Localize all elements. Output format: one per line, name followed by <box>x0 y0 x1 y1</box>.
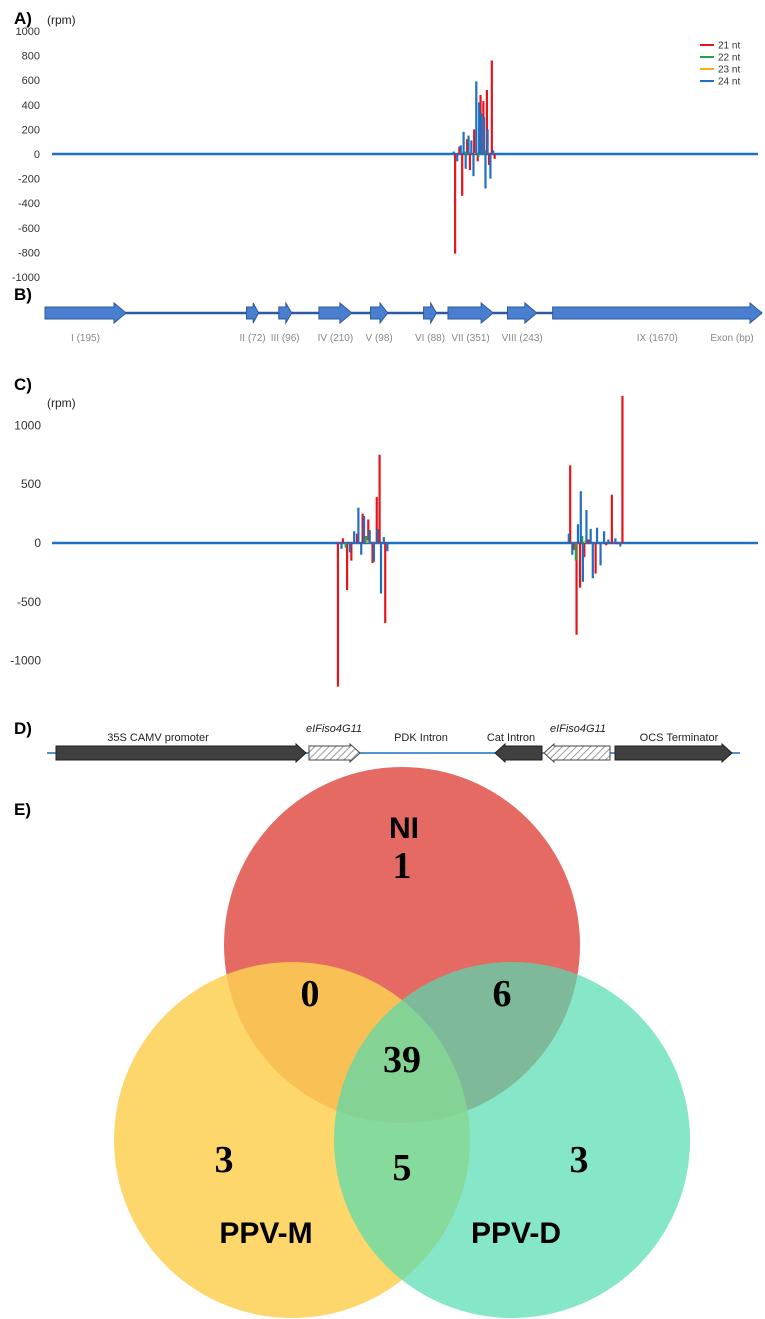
y-tick-label: 400 <box>22 100 40 112</box>
exon-label: I (195) <box>71 333 100 344</box>
construct-label-35s: 35S CAMV promoter <box>107 732 209 744</box>
exon-label: IV (210) <box>318 333 354 344</box>
venn-label-ppv-d: PPV-D <box>471 1217 561 1250</box>
venn-count-ppvd-only: 3 <box>570 1139 589 1181</box>
venn-count-ni-only: 1 <box>393 845 412 887</box>
exon-label: IX (1670) <box>637 333 678 344</box>
chart-a: 1000 800 600 400 200 0 -200 -400 -600 -800 -1000 21… <box>12 26 758 284</box>
exon-arrow <box>423 301 438 325</box>
venn-label-ppv-m: PPV-M <box>219 1217 312 1250</box>
venn-label-ni: NI <box>389 812 419 845</box>
y-tick-label: -800 <box>18 247 40 259</box>
legend-label: 21 nt <box>718 41 740 52</box>
y-tick-label: 200 <box>22 124 40 136</box>
y-tick-label: 800 <box>22 51 40 63</box>
exon-label: VIII (243) <box>502 333 543 344</box>
panel-c-ylabel: (rpm) <box>47 396 76 410</box>
y-tick-label: -1000 <box>12 272 40 284</box>
venn-count-ni-ppvd: 6 <box>493 973 512 1015</box>
construct-ocs-terminator-arrow <box>614 742 733 764</box>
panel-label-b: B) <box>14 285 32 304</box>
legend-label: 22 nt <box>718 53 740 64</box>
exon-arrow <box>370 301 389 325</box>
exon-map: I (195) II (72) III (96) IV (210) V (98) VI (… <box>44 301 763 344</box>
construct-label-pdk-intron: PDK Intron <box>394 732 448 744</box>
construct-eifiso4g11-sense-arrow <box>308 742 361 764</box>
exon-arrow <box>506 301 538 325</box>
construct-label-cat-intron: Cat Intron <box>487 732 535 744</box>
exon-arrow <box>245 302 260 324</box>
panel-label-a: A) <box>14 9 32 28</box>
y-tick-label: 0 <box>34 149 40 161</box>
y-tick-label: 1000 <box>14 418 41 432</box>
exon-label: III (96) <box>271 333 300 344</box>
y-tick-label: -1000 <box>10 654 41 668</box>
venn-circle-ppv-d <box>334 962 690 1318</box>
exon-arrow <box>278 301 293 325</box>
construct-label-ocs-terminator: OCS Terminator <box>640 732 719 744</box>
venn-count-ppvm-only: 3 <box>215 1139 234 1181</box>
chart-c: 1000 500 0 -500 -1000 <box>10 395 758 687</box>
venn-count-ni-ppvm: 0 <box>301 973 320 1015</box>
y-tick-label: 1000 <box>16 26 40 38</box>
construct-eifiso4g11-antisense-arrow <box>543 742 611 764</box>
y-tick-label: 600 <box>22 75 40 87</box>
construct-35s-promoter-arrow <box>55 742 307 764</box>
construct-label-eifiso4g11-antisense: eIFiso4G11 <box>550 723 606 735</box>
exon-arrow <box>552 301 763 325</box>
y-tick-label: 500 <box>21 477 41 491</box>
y-tick-label: 0 <box>34 536 41 550</box>
venn-diagram: NI PPV-M PPV-D 1 0 6 39 3 5 3 <box>114 767 690 1318</box>
panel-label-c: C) <box>14 375 32 394</box>
exon-label: V (98) <box>366 333 393 344</box>
y-tick-label: -200 <box>18 174 40 186</box>
venn-count-all-three: 39 <box>383 1039 421 1081</box>
exon-label: II (72) <box>240 333 266 344</box>
panel-label-e: E) <box>14 800 31 819</box>
construct-label-eifiso4g11-sense: eIFiso4G11 <box>306 723 362 735</box>
construct-cat-intron-arrow <box>494 742 543 764</box>
exon-arrow <box>447 301 494 325</box>
exon-arrow <box>318 301 353 325</box>
y-tick-label: -500 <box>17 595 41 609</box>
venn-count-ppvm-ppvd: 5 <box>393 1147 412 1189</box>
panel-a-ylabel: (rpm) <box>47 13 76 27</box>
legend-label: 23 nt <box>718 65 740 76</box>
panel-label-d: D) <box>14 719 32 738</box>
construct-map: 35S CAMV promoter eIFiso4G11 PDK Intron … <box>47 723 740 764</box>
exon-label: VI (88) <box>415 333 445 344</box>
exon-label: VII (351) <box>451 333 489 344</box>
y-tick-label: -600 <box>18 223 40 235</box>
exon-arrow <box>44 301 127 325</box>
exon-unit-label: Exon (bp) <box>710 333 753 344</box>
legend-label: 24 nt <box>718 77 740 88</box>
y-tick-label: -400 <box>18 198 40 210</box>
